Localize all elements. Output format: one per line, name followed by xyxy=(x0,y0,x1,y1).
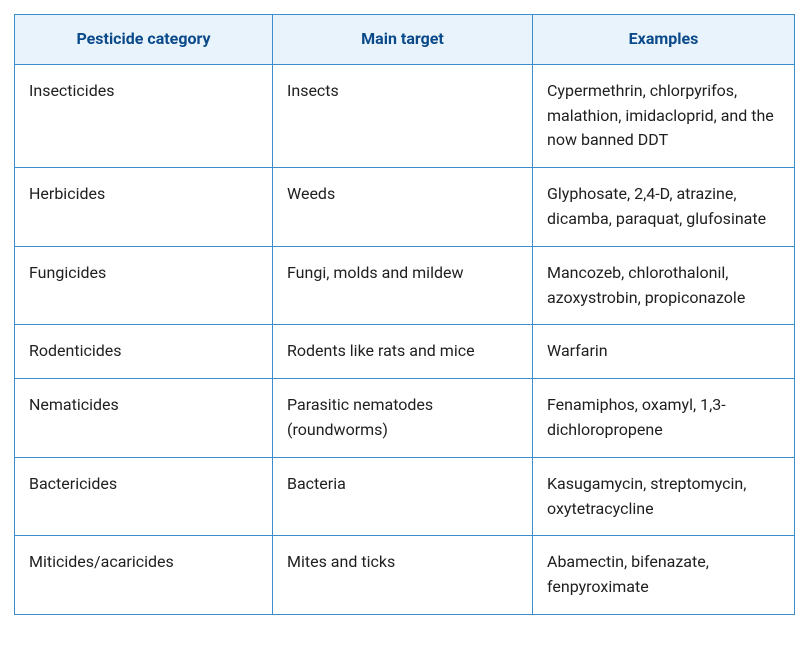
cell-target: Rodents like rats and mice xyxy=(273,325,533,379)
cell-category: Fungicides xyxy=(15,246,273,325)
cell-target: Insects xyxy=(273,64,533,167)
cell-category: Bactericides xyxy=(15,457,273,536)
cell-examples: Mancozeb, chlorothalonil, azoxystrobin, … xyxy=(533,246,795,325)
cell-category: Herbicides xyxy=(15,168,273,247)
cell-category: Rodenticides xyxy=(15,325,273,379)
table-row: Bactericides Bacteria Kasugamycin, strep… xyxy=(15,457,795,536)
cell-target: Fungi, molds and mildew xyxy=(273,246,533,325)
table-row: Insecticides Insects Cypermethrin, chlor… xyxy=(15,64,795,167)
cell-category: Miticides/acaricides xyxy=(15,536,273,615)
cell-target: Bacteria xyxy=(273,457,533,536)
cell-examples: Cypermethrin, chlorpyrifos, malathion, i… xyxy=(533,64,795,167)
cell-target: Mites and ticks xyxy=(273,536,533,615)
cell-category: Nematicides xyxy=(15,379,273,458)
cell-examples: Warfarin xyxy=(533,325,795,379)
pesticide-table: Pesticide category Main target Examples … xyxy=(14,14,795,615)
col-header-category: Pesticide category xyxy=(15,15,273,65)
cell-examples: Abamectin, bifenazate, fenpyroximate xyxy=(533,536,795,615)
cell-target: Parasitic nematodes (roundworms) xyxy=(273,379,533,458)
table-row: Miticides/acaricides Mites and ticks Aba… xyxy=(15,536,795,615)
cell-examples: Glyphosate, 2,4-D, atrazine, dicamba, pa… xyxy=(533,168,795,247)
col-header-target: Main target xyxy=(273,15,533,65)
table-row: Nematicides Parasitic nematodes (roundwo… xyxy=(15,379,795,458)
cell-target: Weeds xyxy=(273,168,533,247)
col-header-examples: Examples xyxy=(533,15,795,65)
table-header-row: Pesticide category Main target Examples xyxy=(15,15,795,65)
cell-examples: Kasugamycin, streptomycin, oxytetracycli… xyxy=(533,457,795,536)
table-row: Herbicides Weeds Glyphosate, 2,4-D, atra… xyxy=(15,168,795,247)
cell-category: Insecticides xyxy=(15,64,273,167)
cell-examples: Fenamiphos, oxamyl, 1,3-dichloropropene xyxy=(533,379,795,458)
table-row: Rodenticides Rodents like rats and mice … xyxy=(15,325,795,379)
table-row: Fungicides Fungi, molds and mildew Manco… xyxy=(15,246,795,325)
